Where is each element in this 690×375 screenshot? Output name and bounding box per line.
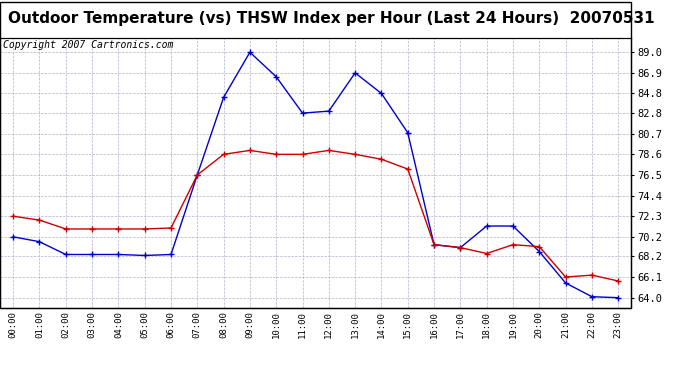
Text: 07:00: 07:00 (193, 311, 201, 338)
Text: 08:00: 08:00 (219, 311, 228, 338)
Text: 15:00: 15:00 (403, 311, 412, 338)
Text: 16:00: 16:00 (430, 311, 439, 338)
Text: 05:00: 05:00 (140, 311, 149, 338)
Text: 09:00: 09:00 (246, 311, 255, 338)
Text: 12:00: 12:00 (324, 311, 333, 338)
Text: 13:00: 13:00 (351, 311, 359, 338)
Text: 17:00: 17:00 (456, 311, 465, 338)
Text: Outdoor Temperature (vs) THSW Index per Hour (Last 24 Hours)  20070531: Outdoor Temperature (vs) THSW Index per … (8, 11, 655, 26)
Text: Copyright 2007 Cartronics.com: Copyright 2007 Cartronics.com (3, 40, 173, 50)
Text: 01:00: 01:00 (35, 311, 44, 338)
Text: 03:00: 03:00 (88, 311, 97, 338)
Text: 19:00: 19:00 (509, 311, 518, 338)
Text: 00:00: 00:00 (9, 311, 18, 338)
Text: 06:00: 06:00 (166, 311, 175, 338)
Text: 18:00: 18:00 (482, 311, 491, 338)
Text: 14:00: 14:00 (377, 311, 386, 338)
Text: 23:00: 23:00 (613, 311, 622, 338)
Text: 10:00: 10:00 (272, 311, 281, 338)
Text: 11:00: 11:00 (298, 311, 307, 338)
Text: 02:00: 02:00 (61, 311, 70, 338)
Text: 21:00: 21:00 (561, 311, 570, 338)
Text: 22:00: 22:00 (587, 311, 596, 338)
Text: 20:00: 20:00 (535, 311, 544, 338)
Text: 04:00: 04:00 (114, 311, 123, 338)
